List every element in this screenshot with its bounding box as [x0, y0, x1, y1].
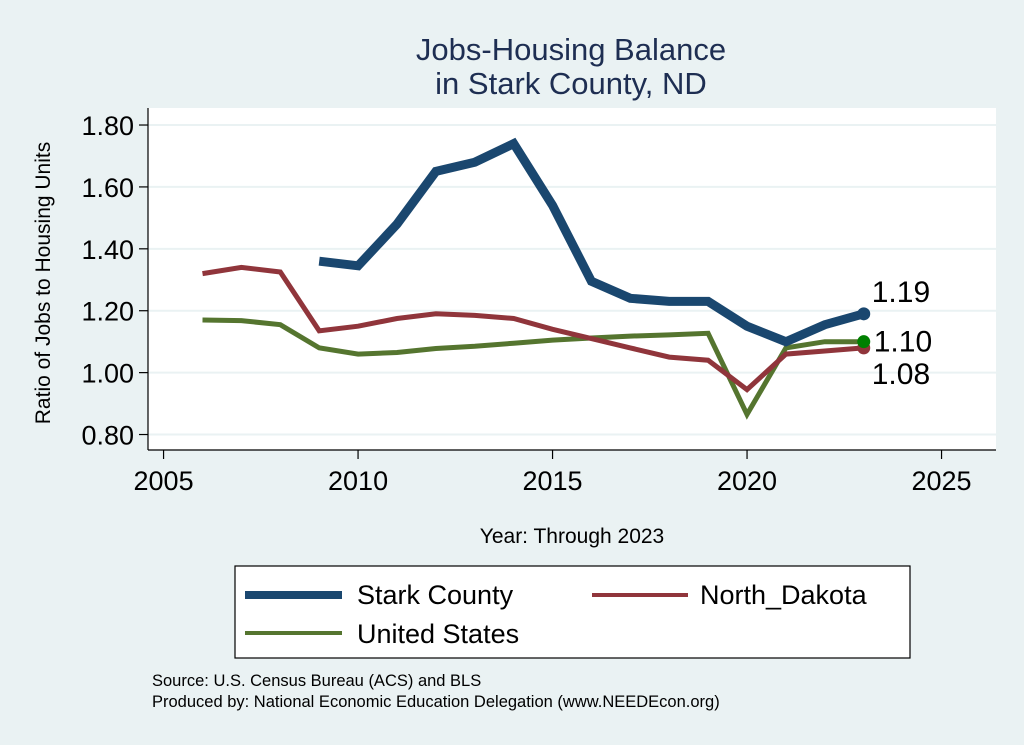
y-tick-label: 1.20	[81, 297, 134, 327]
legend: Stark County North_Dakota United States	[234, 565, 911, 659]
producer-note: Produced by: National Economic Education…	[152, 693, 720, 711]
x-axis-label: Year: Through 2023	[480, 525, 665, 548]
end-marker-united-states	[857, 335, 871, 349]
x-tick-label: 2010	[328, 466, 388, 496]
x-tick-label: 2015	[523, 466, 583, 496]
y-tick-label: 0.80	[81, 421, 134, 451]
end-label-stark-county: 1.19	[872, 276, 930, 309]
end-label-united-states: 1.10	[874, 326, 932, 359]
source-note: Source: U.S. Census Bureau (ACS) and BLS	[152, 672, 481, 690]
legend-label-stark-county: Stark County	[357, 580, 514, 610]
legend-box	[234, 565, 911, 659]
y-axis-label: Ratio of Jobs to Housing Units	[32, 142, 55, 424]
series-line-united-states	[202, 317, 864, 420]
end-marker-stark-county	[857, 307, 871, 321]
y-tick-label: 1.40	[81, 235, 134, 265]
legend-label-north-dakota: North_Dakota	[700, 580, 868, 610]
series-line-stark-county	[318, 137, 865, 347]
y-tick-label: 1.80	[81, 111, 134, 141]
chart-subtitle: in Stark County, ND	[435, 66, 707, 101]
end-label-north-dakota: 1.08	[872, 358, 930, 391]
chart-title: Jobs-Housing Balance	[416, 32, 726, 67]
plot-area	[148, 108, 996, 450]
series-line-north-dakota	[202, 264, 864, 393]
y-tick-label: 1.60	[81, 173, 134, 203]
x-tick-label: 2020	[717, 466, 777, 496]
y-tick-label: 1.00	[81, 359, 134, 389]
legend-label-united-states: United States	[357, 619, 519, 649]
x-tick-label: 2005	[134, 466, 194, 496]
x-tick-label: 2025	[912, 466, 972, 496]
